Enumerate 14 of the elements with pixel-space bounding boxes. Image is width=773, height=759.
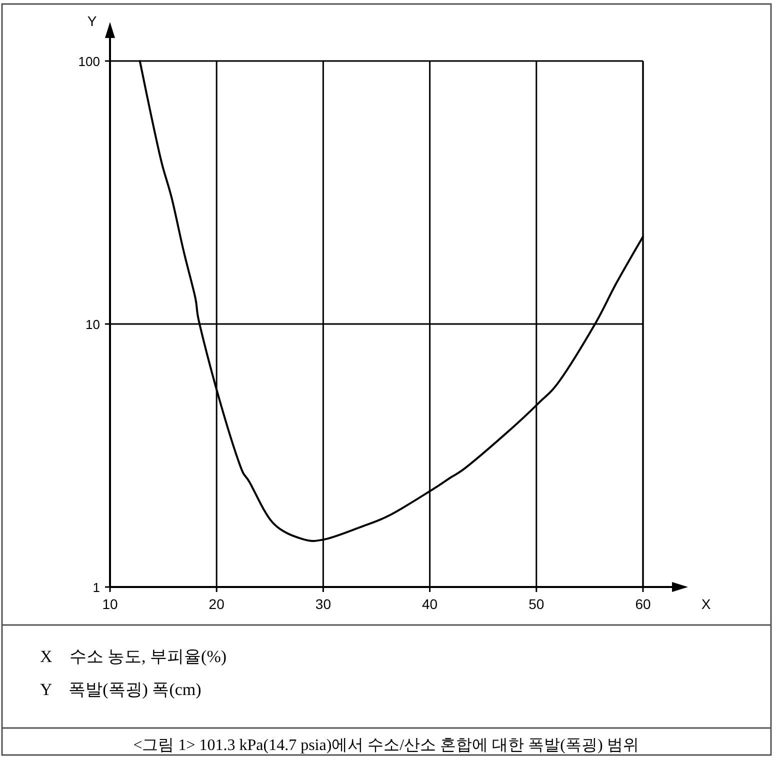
text: Y 폭발(폭굉) 폭(cm) (40, 680, 202, 699)
x-tick-label: 20 (208, 596, 225, 612)
text: X 수소 농도, 부피율(%) (40, 647, 227, 666)
y-tick-label: 1 (92, 580, 100, 595)
x-tick-label: 30 (315, 596, 332, 612)
y-axis-title: Y (87, 13, 98, 29)
y-tick-label: 100 (78, 54, 100, 69)
x-tick-label: 40 (422, 596, 438, 612)
x-tick-label: 50 (528, 596, 544, 612)
x-axis-title: X (701, 596, 712, 612)
y-tick-label: 10 (86, 317, 100, 332)
x-tick-label: 10 (102, 596, 118, 612)
text: <그림 1> 101.3 kPa(14.7 psia)에서 수소/산소 혼합에 대한 폭발(폭굉) 범위 (133, 737, 639, 754)
x-tick-label: 60 (635, 596, 651, 612)
